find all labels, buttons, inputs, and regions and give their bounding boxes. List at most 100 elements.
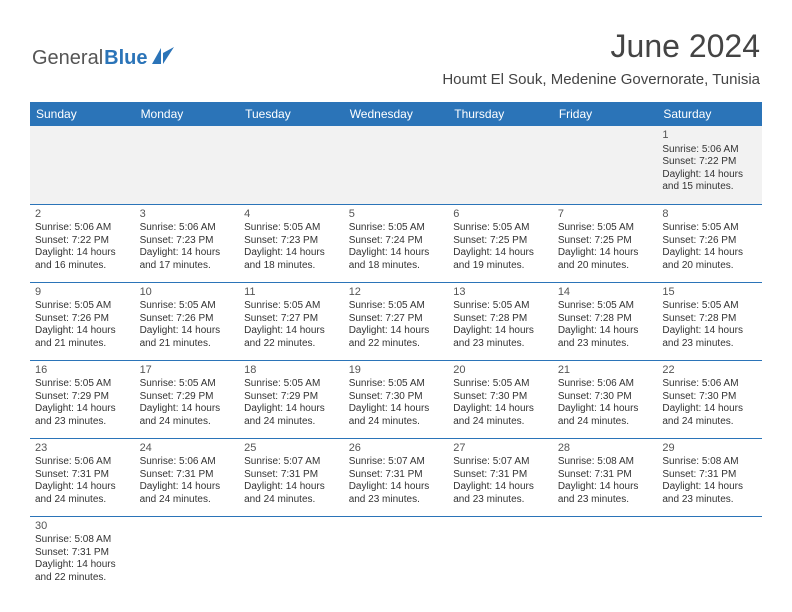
calendar-cell (135, 516, 240, 594)
sunset-text: Sunset: 7:22 PM (35, 235, 130, 248)
calendar-cell (344, 516, 449, 594)
calendar-row: 16Sunrise: 5:05 AMSunset: 7:29 PMDayligh… (30, 360, 762, 438)
daylight-text: Daylight: 14 hours and 24 minutes. (662, 403, 757, 428)
sunset-text: Sunset: 7:31 PM (140, 469, 235, 482)
sunset-text: Sunset: 7:29 PM (244, 391, 339, 404)
daylight-text: Daylight: 14 hours and 18 minutes. (244, 247, 339, 272)
calendar-cell (344, 126, 449, 204)
logo-sail-icon (152, 46, 174, 70)
calendar-cell: 27Sunrise: 5:07 AMSunset: 7:31 PMDayligh… (448, 438, 553, 516)
calendar-cell (553, 516, 658, 594)
calendar-cell: 28Sunrise: 5:08 AMSunset: 7:31 PMDayligh… (553, 438, 658, 516)
daylight-text: Daylight: 14 hours and 23 minutes. (662, 325, 757, 350)
calendar-row: 30Sunrise: 5:08 AMSunset: 7:31 PMDayligh… (30, 516, 762, 594)
sunset-text: Sunset: 7:31 PM (35, 547, 130, 560)
calendar-cell: 3Sunrise: 5:06 AMSunset: 7:23 PMDaylight… (135, 204, 240, 282)
calendar-cell: 6Sunrise: 5:05 AMSunset: 7:25 PMDaylight… (448, 204, 553, 282)
calendar-cell: 23Sunrise: 5:06 AMSunset: 7:31 PMDayligh… (30, 438, 135, 516)
sunrise-text: Sunrise: 5:05 AM (558, 222, 653, 235)
sunset-text: Sunset: 7:31 PM (558, 469, 653, 482)
sunset-text: Sunset: 7:26 PM (35, 313, 130, 326)
calendar-table: Sunday Monday Tuesday Wednesday Thursday… (30, 102, 762, 594)
sunrise-text: Sunrise: 5:05 AM (35, 300, 130, 313)
daylight-text: Daylight: 14 hours and 24 minutes. (453, 403, 548, 428)
logo-text-blue: Blue (104, 47, 147, 70)
sunrise-text: Sunrise: 5:06 AM (140, 456, 235, 469)
sunrise-text: Sunrise: 5:06 AM (35, 456, 130, 469)
day-number: 18 (244, 364, 339, 378)
sunset-text: Sunset: 7:30 PM (453, 391, 548, 404)
sunrise-text: Sunrise: 5:05 AM (349, 300, 444, 313)
sunset-text: Sunset: 7:28 PM (662, 313, 757, 326)
daylight-text: Daylight: 14 hours and 23 minutes. (453, 481, 548, 506)
sunrise-text: Sunrise: 5:08 AM (558, 456, 653, 469)
daylight-text: Daylight: 14 hours and 17 minutes. (140, 247, 235, 272)
sunrise-text: Sunrise: 5:07 AM (349, 456, 444, 469)
day-number: 27 (453, 442, 548, 456)
calendar-cell: 11Sunrise: 5:05 AMSunset: 7:27 PMDayligh… (239, 282, 344, 360)
sunset-text: Sunset: 7:23 PM (140, 235, 235, 248)
day-number: 2 (35, 208, 130, 222)
day-number: 14 (558, 286, 653, 300)
calendar-cell: 30Sunrise: 5:08 AMSunset: 7:31 PMDayligh… (30, 516, 135, 594)
day-number: 3 (140, 208, 235, 222)
sunrise-text: Sunrise: 5:05 AM (453, 300, 548, 313)
daylight-text: Daylight: 14 hours and 15 minutes. (662, 169, 757, 194)
daylight-text: Daylight: 14 hours and 24 minutes. (35, 481, 130, 506)
calendar-cell: 9Sunrise: 5:05 AMSunset: 7:26 PMDaylight… (30, 282, 135, 360)
sunset-text: Sunset: 7:26 PM (140, 313, 235, 326)
sunrise-text: Sunrise: 5:05 AM (349, 222, 444, 235)
daylight-text: Daylight: 14 hours and 23 minutes. (453, 325, 548, 350)
calendar-row: 23Sunrise: 5:06 AMSunset: 7:31 PMDayligh… (30, 438, 762, 516)
dayhead-friday: Friday (553, 102, 658, 126)
calendar-cell (448, 516, 553, 594)
day-number: 4 (244, 208, 339, 222)
day-number: 21 (558, 364, 653, 378)
sunset-text: Sunset: 7:25 PM (453, 235, 548, 248)
day-number: 5 (349, 208, 444, 222)
day-number: 30 (35, 520, 130, 534)
sunrise-text: Sunrise: 5:07 AM (244, 456, 339, 469)
calendar-cell: 26Sunrise: 5:07 AMSunset: 7:31 PMDayligh… (344, 438, 449, 516)
daylight-text: Daylight: 14 hours and 20 minutes. (558, 247, 653, 272)
day-number: 16 (35, 364, 130, 378)
calendar-cell: 1Sunrise: 5:06 AMSunset: 7:22 PMDaylight… (657, 126, 762, 204)
sunrise-text: Sunrise: 5:06 AM (662, 378, 757, 391)
calendar-cell: 25Sunrise: 5:07 AMSunset: 7:31 PMDayligh… (239, 438, 344, 516)
sunrise-text: Sunrise: 5:05 AM (453, 378, 548, 391)
sunset-text: Sunset: 7:25 PM (558, 235, 653, 248)
day-number: 25 (244, 442, 339, 456)
daylight-text: Daylight: 14 hours and 21 minutes. (140, 325, 235, 350)
daylight-text: Daylight: 14 hours and 19 minutes. (453, 247, 548, 272)
calendar-cell (30, 126, 135, 204)
calendar-row: 9Sunrise: 5:05 AMSunset: 7:26 PMDaylight… (30, 282, 762, 360)
sunrise-text: Sunrise: 5:05 AM (662, 300, 757, 313)
day-number: 10 (140, 286, 235, 300)
sunrise-text: Sunrise: 5:05 AM (140, 300, 235, 313)
daylight-text: Daylight: 14 hours and 24 minutes. (349, 403, 444, 428)
calendar-cell: 29Sunrise: 5:08 AMSunset: 7:31 PMDayligh… (657, 438, 762, 516)
daylight-text: Daylight: 14 hours and 24 minutes. (244, 403, 339, 428)
sunrise-text: Sunrise: 5:06 AM (662, 144, 757, 157)
sunset-text: Sunset: 7:31 PM (453, 469, 548, 482)
sunrise-text: Sunrise: 5:05 AM (35, 378, 130, 391)
logo-text-general: General (32, 47, 103, 70)
day-header-row: Sunday Monday Tuesday Wednesday Thursday… (30, 102, 762, 126)
sunrise-text: Sunrise: 5:06 AM (35, 222, 130, 235)
calendar-cell: 13Sunrise: 5:05 AMSunset: 7:28 PMDayligh… (448, 282, 553, 360)
dayhead-monday: Monday (135, 102, 240, 126)
calendar-cell: 5Sunrise: 5:05 AMSunset: 7:24 PMDaylight… (344, 204, 449, 282)
sunset-text: Sunset: 7:29 PM (35, 391, 130, 404)
sunset-text: Sunset: 7:31 PM (35, 469, 130, 482)
day-number: 7 (558, 208, 653, 222)
calendar-cell (657, 516, 762, 594)
day-number: 19 (349, 364, 444, 378)
daylight-text: Daylight: 14 hours and 23 minutes. (662, 481, 757, 506)
calendar-cell: 18Sunrise: 5:05 AMSunset: 7:29 PMDayligh… (239, 360, 344, 438)
day-number: 24 (140, 442, 235, 456)
day-number: 11 (244, 286, 339, 300)
logo: GeneralBlue (32, 46, 174, 70)
sunrise-text: Sunrise: 5:05 AM (453, 222, 548, 235)
day-number: 29 (662, 442, 757, 456)
calendar-cell (135, 126, 240, 204)
